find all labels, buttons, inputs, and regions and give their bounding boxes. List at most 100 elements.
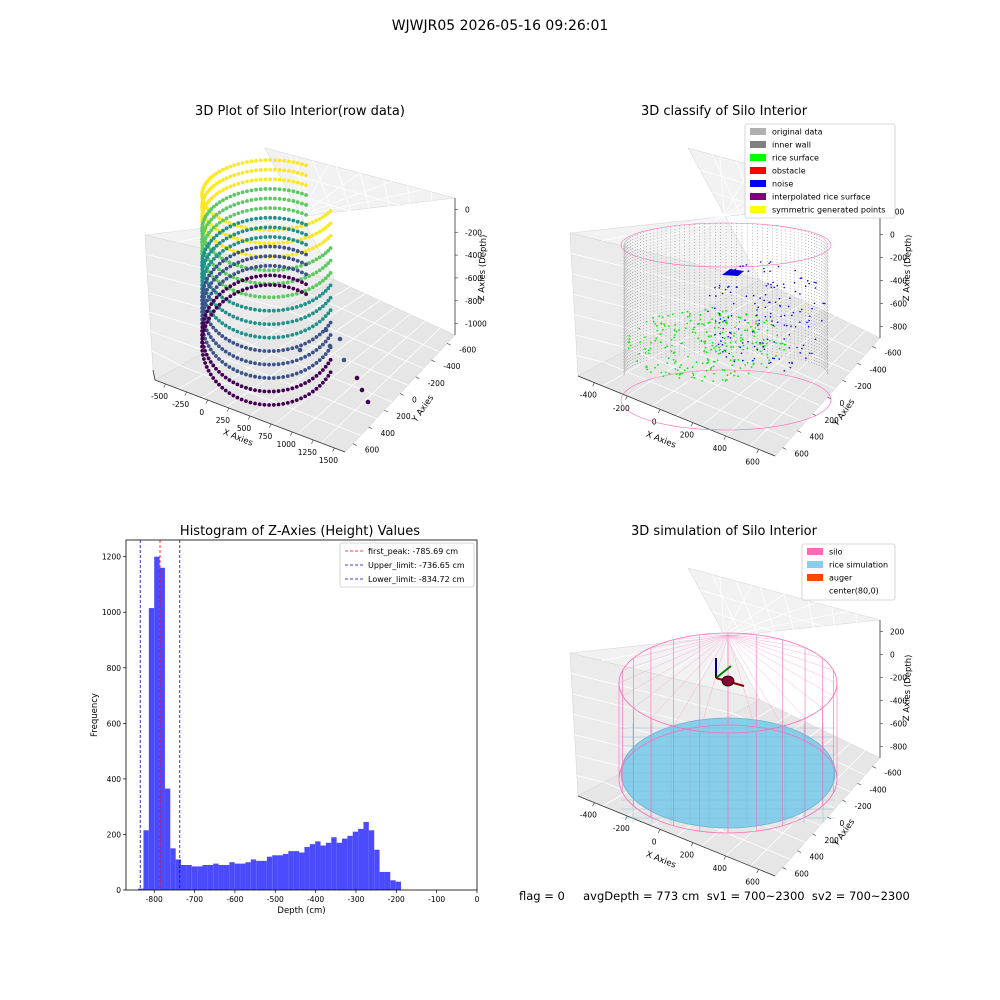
raw-point bbox=[258, 335, 262, 339]
cls-legend-frame bbox=[745, 124, 895, 218]
raw-point bbox=[268, 177, 272, 181]
raw-point bbox=[329, 308, 333, 312]
cls-rice-point bbox=[628, 338, 630, 340]
cls-rice-point bbox=[676, 373, 678, 375]
cls-rice-point bbox=[717, 353, 719, 355]
raw-point bbox=[249, 374, 253, 378]
raw-point bbox=[286, 334, 290, 338]
cls-rice-point bbox=[701, 323, 703, 325]
cls-rice-point bbox=[769, 340, 771, 342]
cls-noise-point bbox=[783, 287, 785, 289]
raw-y-tick-label: 400 bbox=[381, 429, 396, 438]
raw-x-tick-label: 750 bbox=[258, 432, 273, 441]
raw-point bbox=[259, 274, 263, 278]
histogram-bar bbox=[219, 865, 224, 890]
raw-point bbox=[315, 335, 319, 339]
raw-point bbox=[236, 261, 240, 265]
cls-noise-point bbox=[772, 282, 774, 284]
cls-rice-point bbox=[733, 375, 735, 377]
cls-noise-point bbox=[808, 320, 810, 322]
raw-point bbox=[212, 309, 216, 313]
cls-noise-point bbox=[741, 352, 743, 354]
raw-point bbox=[209, 373, 213, 377]
raw-point bbox=[202, 317, 206, 321]
cls-y-tick bbox=[798, 431, 802, 433]
cls-rice-point bbox=[660, 341, 662, 343]
cls-rice-point bbox=[666, 362, 668, 364]
cls-rice-point bbox=[783, 349, 785, 351]
raw-point bbox=[231, 394, 235, 398]
raw-point bbox=[315, 283, 319, 287]
cls-legend-swatch bbox=[750, 141, 766, 148]
raw-point bbox=[259, 158, 263, 162]
cls-rice-point bbox=[665, 372, 667, 374]
sim-y-tick bbox=[843, 800, 847, 802]
sim-legend-label: auger bbox=[829, 574, 853, 583]
cls-rice-point bbox=[742, 339, 744, 341]
raw-point bbox=[207, 316, 211, 320]
raw-point bbox=[318, 345, 322, 349]
raw-point bbox=[203, 361, 207, 365]
cls-rice-point bbox=[734, 371, 736, 373]
raw-z-axis-label: Z Axies (Depth) bbox=[477, 234, 489, 301]
raw-point bbox=[249, 360, 253, 364]
sim-x-tick bbox=[658, 829, 660, 833]
raw-point bbox=[202, 306, 206, 310]
raw-point bbox=[225, 216, 229, 220]
cls-legend-label: noise bbox=[772, 180, 793, 189]
raw-point bbox=[241, 161, 245, 165]
cls-rice-point bbox=[675, 360, 677, 362]
cls-rice-point bbox=[779, 348, 781, 350]
raw-point bbox=[232, 262, 236, 266]
histogram-bar bbox=[251, 859, 256, 890]
cls-x-tick bbox=[625, 396, 627, 400]
raw-point bbox=[277, 403, 281, 407]
raw-point bbox=[282, 275, 286, 279]
raw-point bbox=[264, 264, 268, 268]
histogram-bar bbox=[197, 866, 202, 890]
cls-rice-point bbox=[692, 328, 694, 330]
raw-point bbox=[329, 370, 333, 374]
histogram-bar bbox=[288, 851, 293, 890]
raw-point bbox=[267, 268, 271, 272]
raw-point bbox=[202, 357, 206, 361]
raw-point bbox=[245, 277, 249, 281]
raw-point bbox=[282, 265, 286, 269]
cls-noise-point bbox=[790, 367, 792, 369]
sim-x-tick bbox=[724, 856, 726, 860]
cls-noise-point bbox=[791, 362, 793, 364]
raw-point bbox=[240, 305, 244, 309]
cls-y-tick-label: 600 bbox=[795, 450, 810, 459]
cls-rice-point bbox=[758, 329, 760, 331]
cls-rice-point bbox=[755, 342, 757, 344]
raw-point bbox=[220, 334, 224, 338]
raw-y-tick bbox=[447, 343, 451, 345]
sim-x-tick-label: 600 bbox=[745, 877, 760, 886]
raw-x-tick bbox=[248, 416, 250, 420]
raw-point bbox=[250, 179, 254, 183]
cls-rice-point bbox=[628, 347, 630, 349]
raw-point bbox=[278, 255, 282, 259]
raw-point bbox=[291, 258, 295, 262]
histogram-x-tick-label: -600 bbox=[226, 895, 243, 904]
raw-x-tick-label: -250 bbox=[172, 400, 189, 409]
raw-point bbox=[253, 402, 257, 406]
cls-rice-point bbox=[715, 350, 717, 352]
raw-point bbox=[209, 302, 213, 306]
raw-point bbox=[258, 362, 262, 366]
raw-point bbox=[264, 168, 268, 172]
raw-point bbox=[324, 365, 328, 369]
raw-point bbox=[258, 322, 262, 326]
cls-noise-point bbox=[791, 315, 793, 317]
raw-point bbox=[304, 193, 308, 197]
raw-point bbox=[318, 230, 322, 234]
raw-point bbox=[268, 264, 272, 268]
raw-point bbox=[249, 320, 253, 324]
raw-point bbox=[296, 220, 300, 224]
raw-x-tick-label: 500 bbox=[237, 424, 252, 433]
histogram-bar bbox=[363, 822, 368, 890]
raw-point bbox=[228, 264, 232, 268]
raw-point bbox=[218, 211, 222, 215]
raw-point bbox=[202, 295, 206, 299]
cls-legend-label: interpolated rice surface bbox=[772, 193, 870, 202]
